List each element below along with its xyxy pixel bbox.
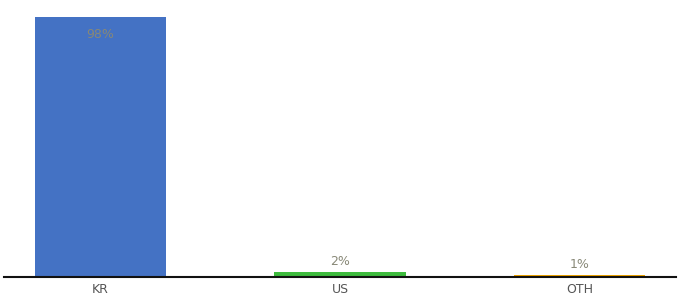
- Text: 98%: 98%: [86, 28, 114, 41]
- Bar: [274, 272, 406, 277]
- Bar: [513, 274, 645, 277]
- Bar: [35, 17, 167, 277]
- Text: 1%: 1%: [570, 258, 590, 271]
- Text: 2%: 2%: [330, 255, 350, 268]
